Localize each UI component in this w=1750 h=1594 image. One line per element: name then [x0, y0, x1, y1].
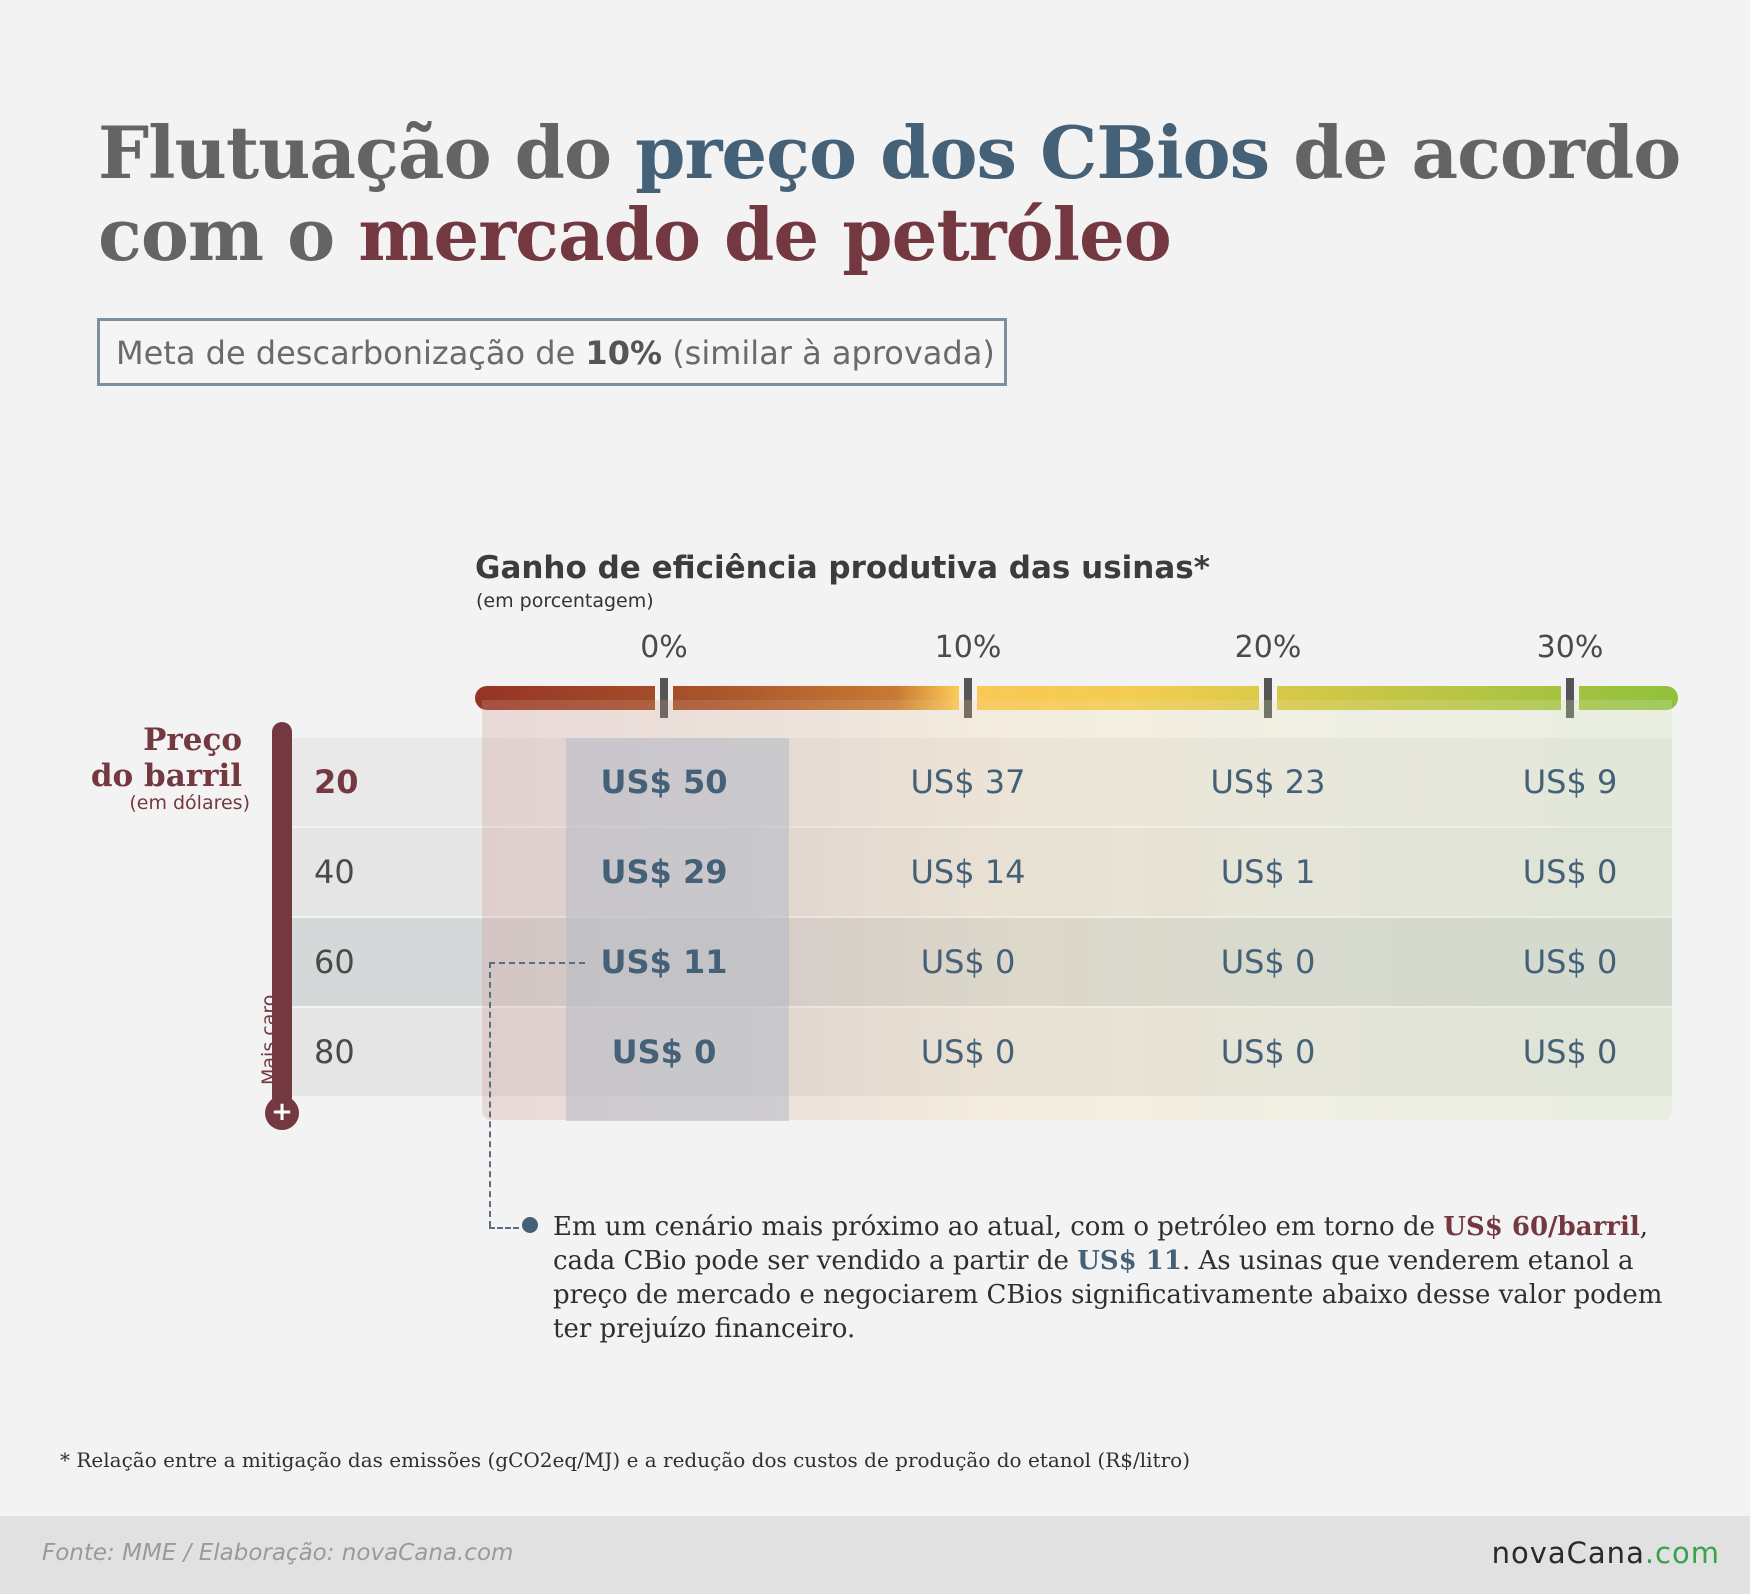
x-axis-unit: (em porcentagem): [476, 590, 654, 612]
callout-part: , cada CBio pode ser vendido a partir de: [553, 1212, 1648, 1276]
callout-part: Em um cenário mais próximo ao atual, com…: [553, 1212, 1444, 1242]
y-row-label: 40: [314, 853, 355, 891]
x-tick-mark: [1561, 674, 1579, 722]
x-tick-label: 20%: [1234, 630, 1302, 665]
thermometer-bar: [272, 722, 292, 1107]
callout-connector-end: [489, 1227, 519, 1229]
x-tick-mark: [959, 674, 977, 722]
y-axis-title: Preço do barril: [91, 722, 242, 794]
x-tick-mark: [655, 674, 673, 722]
row-band: [292, 1008, 1672, 1096]
x-tick-label: 0%: [640, 630, 688, 665]
x-tick-mark: [1259, 674, 1277, 722]
table-cell: US$ 37: [910, 763, 1026, 801]
y-row-label: 80: [314, 1033, 355, 1071]
table-cell: US$ 0: [1522, 853, 1618, 891]
callout-text: Em um cenário mais próximo ao atual, com…: [553, 1210, 1673, 1346]
table-cell: US$ 0: [1220, 1033, 1316, 1071]
goal-box: Meta de descarbonização de 10% (similar …: [97, 318, 1007, 386]
table-cell: US$ 1: [1220, 853, 1316, 891]
callout-part: . As usinas que venderem etanol a preço …: [553, 1246, 1663, 1344]
goal-text: Meta de descarbonização de: [116, 334, 586, 372]
title-part: de acordo com o: [98, 110, 1681, 277]
table-cell: US$ 50: [600, 763, 728, 801]
y-axis-unit: (em dólares): [129, 792, 250, 814]
table-cell: US$ 0: [920, 943, 1016, 981]
row-band: [292, 738, 1672, 826]
table-cell: US$ 0: [611, 1033, 717, 1071]
table-cell: US$ 0: [1220, 943, 1316, 981]
goal-value: 10%: [585, 334, 663, 372]
callout-connector: [489, 962, 585, 1227]
y-axis-title-line: Preço: [143, 722, 242, 758]
callout-bullet-icon: [522, 1217, 538, 1233]
table-cell: US$ 23: [1210, 763, 1326, 801]
x-tick-label: 10%: [934, 630, 1002, 665]
logo-tld: .com: [1644, 1536, 1720, 1570]
callout-highlight-price: US$ 11: [1077, 1246, 1182, 1276]
logo-main: novaCana: [1491, 1536, 1645, 1570]
x-axis-title: Ganho de eficiência produtiva das usinas…: [475, 550, 1210, 586]
table-cell: US$ 0: [1522, 1033, 1618, 1071]
efficiency-gradient-bar: [475, 686, 1678, 710]
novacana-logo: novaCana.com: [1492, 1536, 1720, 1570]
goal-text: (similar à aprovada): [662, 334, 995, 372]
title-highlight-cbios: preço dos CBios: [635, 110, 1270, 195]
thermometer-plus-icon: +: [265, 1096, 299, 1130]
footer: Fonte: MME / Elaboração: novaCana.com no…: [0, 1516, 1750, 1594]
y-row-label: 60: [314, 943, 355, 981]
column-highlight-0pct: [566, 738, 789, 1121]
source-text: Fonte: MME / Elaboração: novaCana.com: [42, 1540, 514, 1566]
title-highlight-petroleo: mercado de petróleo: [358, 192, 1172, 277]
x-tick-label: 30%: [1536, 630, 1604, 665]
table-cell: US$ 0: [920, 1033, 1016, 1071]
page-title: Flutuação do preço dos CBios de acordo c…: [98, 112, 1698, 276]
table-cell: US$ 11: [600, 943, 728, 981]
table-cell: US$ 9: [1522, 763, 1618, 801]
table-cell: US$ 29: [600, 853, 728, 891]
more-expensive-label: Mais caro: [258, 994, 280, 1085]
row-band: [292, 828, 1672, 916]
callout-highlight-barrel: US$ 60/barril: [1443, 1212, 1640, 1242]
footnote: * Relação entre a mitigação das emissões…: [60, 1448, 1190, 1472]
table-cell: US$ 0: [1522, 943, 1618, 981]
y-axis-title-line: do barril: [90, 758, 242, 794]
y-row-label: 20: [314, 763, 359, 801]
table-cell: US$ 14: [910, 853, 1026, 891]
title-part: Flutuação do: [98, 110, 636, 195]
